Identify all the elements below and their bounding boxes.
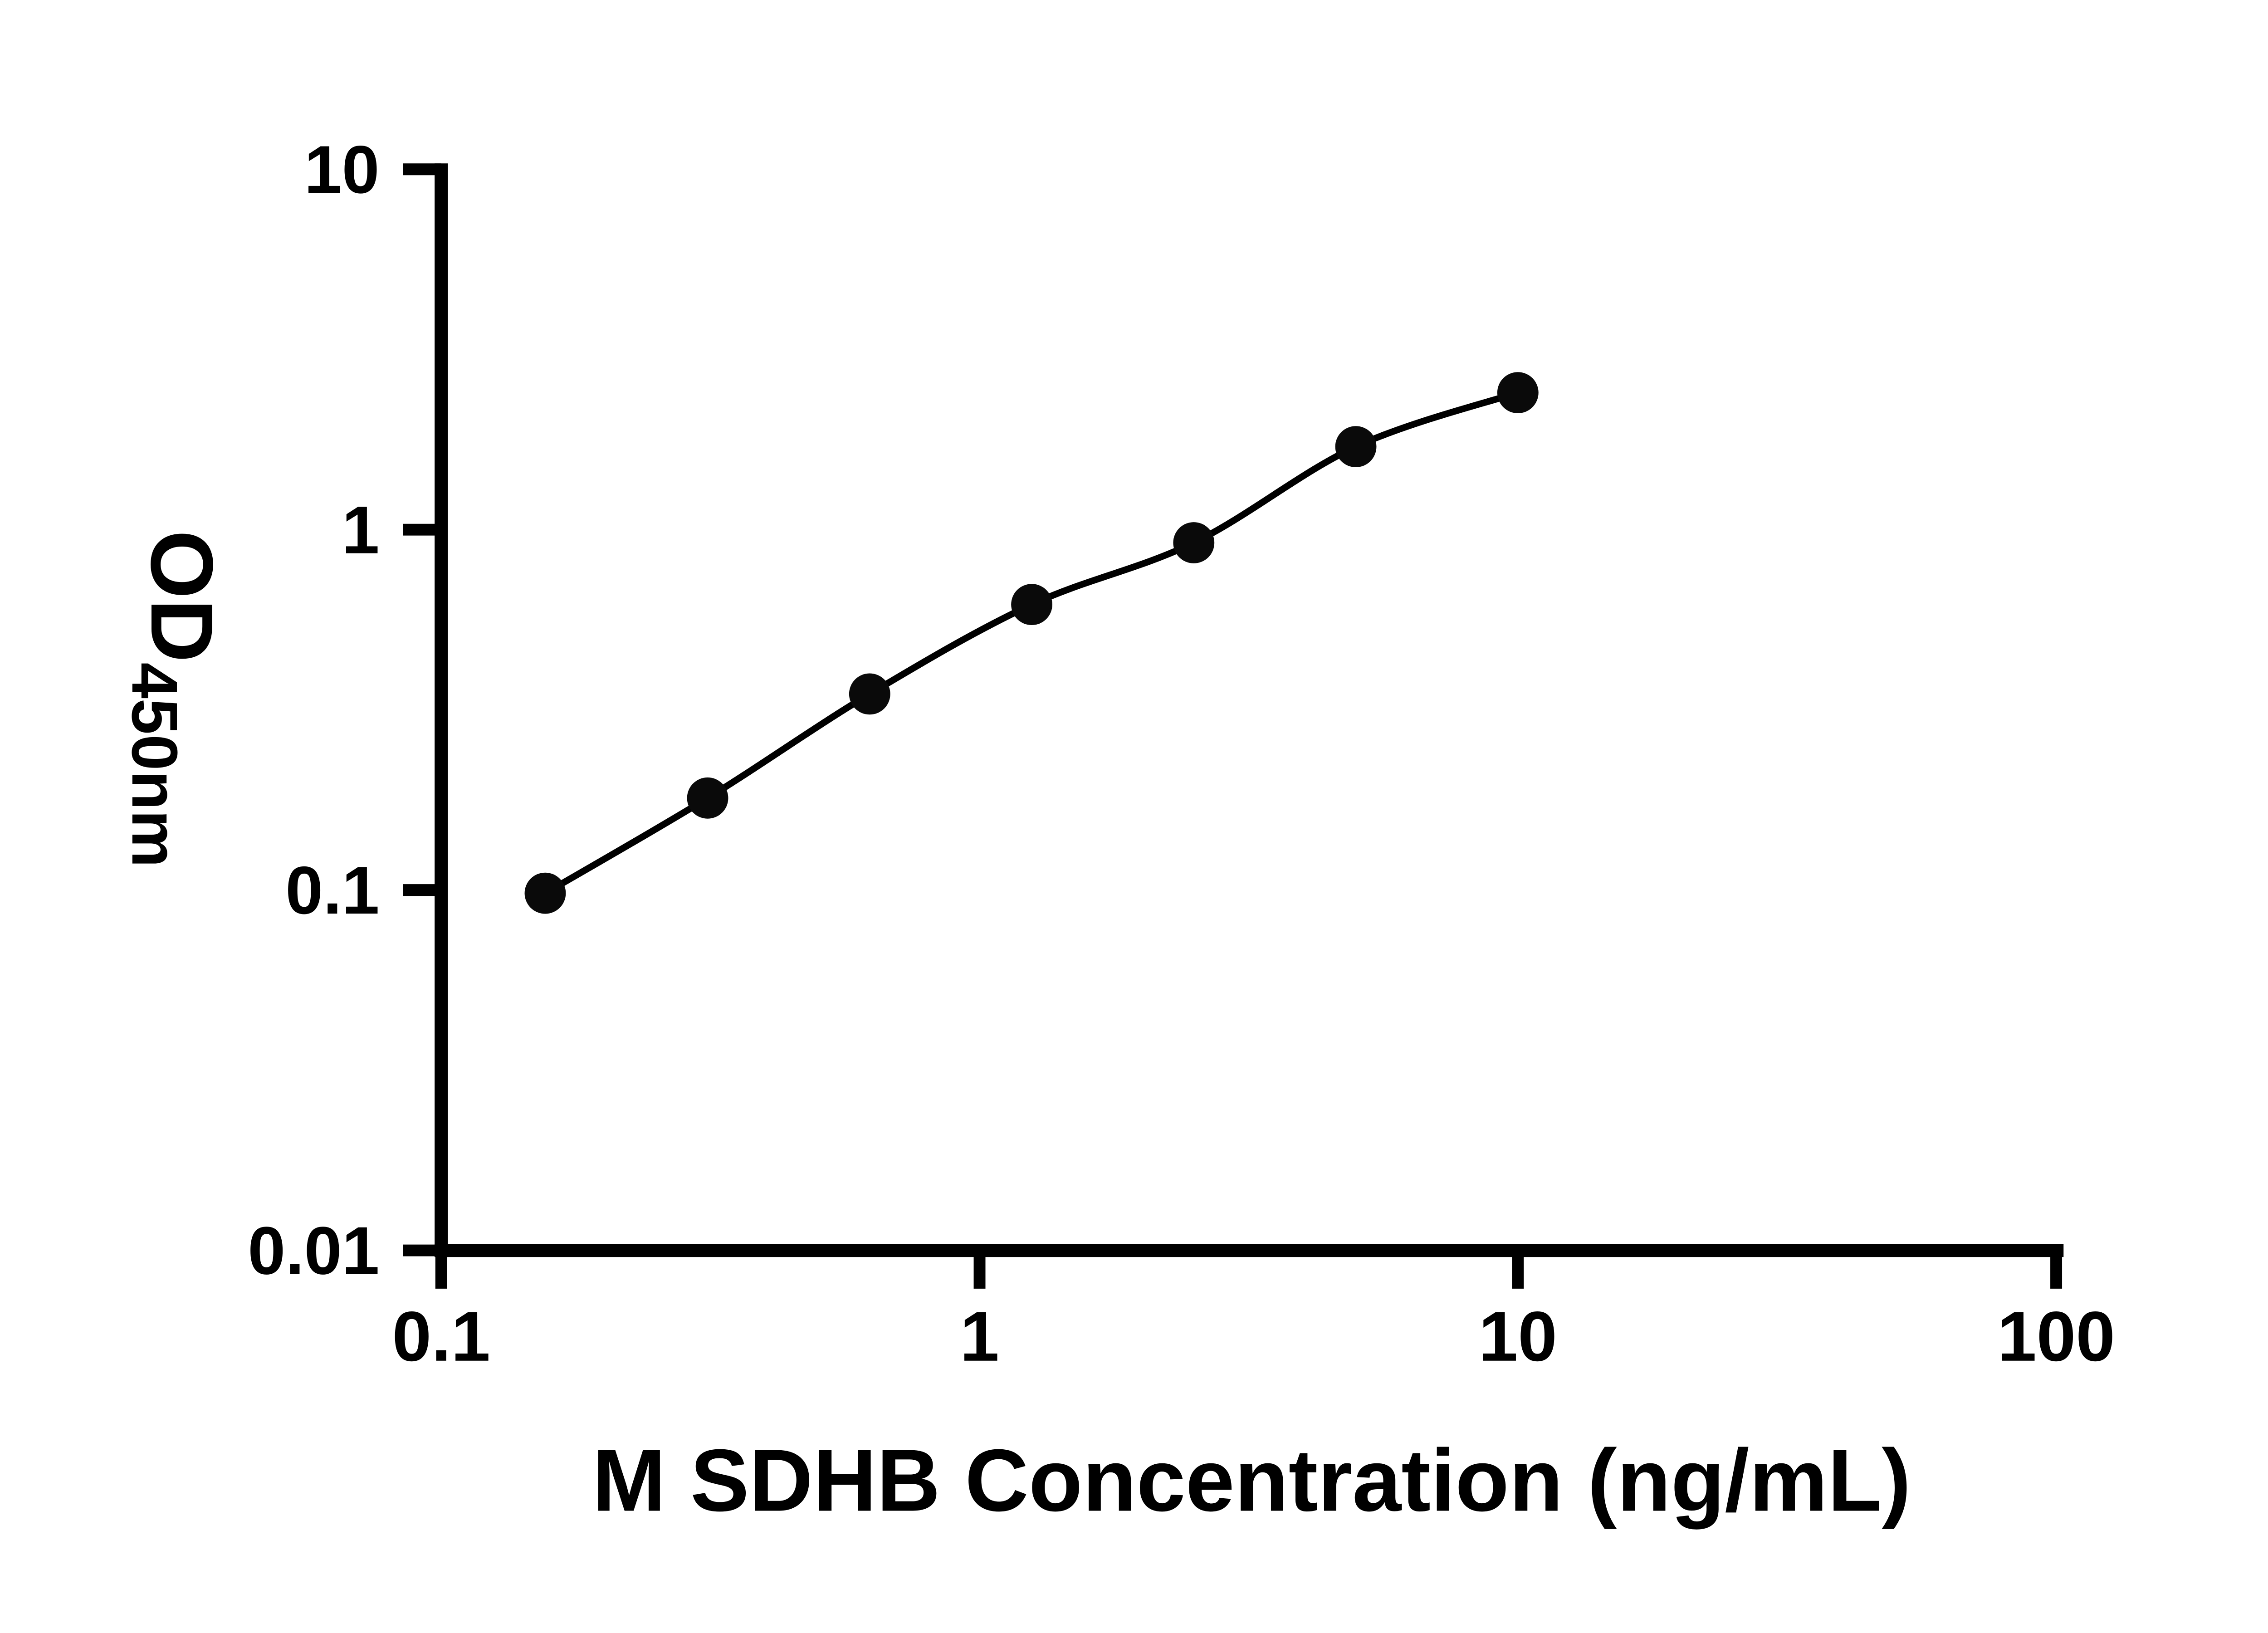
data-point: [1173, 522, 1215, 563]
y-axis-title: OD450nm: [118, 530, 231, 868]
standard-curve-line: [543, 389, 1519, 896]
data-point: [1335, 426, 1377, 468]
x-tick-label: 0.1: [392, 1297, 490, 1376]
x-tick-label: 10: [1479, 1297, 1557, 1376]
data-point: [849, 673, 890, 715]
plot-layer: [524, 372, 1539, 914]
data-point: [524, 872, 566, 914]
x-tick-label: 100: [1997, 1297, 2115, 1376]
y-axis-title-sub: 450nm: [118, 663, 191, 868]
x-axis-title: M SDHB Concentration (ng/mL): [592, 1431, 1911, 1530]
y-tick-label: 0.01: [248, 1213, 379, 1288]
y-tick-label: 10: [304, 132, 380, 207]
data-point: [687, 777, 728, 819]
x-tick-label: 1: [960, 1297, 999, 1376]
y-axis-title-main: OD: [132, 530, 231, 663]
data-point: [1011, 584, 1052, 626]
y-tick-label: 0.1: [285, 852, 379, 928]
axes-layer: [403, 163, 2064, 1289]
y-tick-label: 1: [342, 492, 380, 568]
data-point: [1497, 372, 1539, 414]
